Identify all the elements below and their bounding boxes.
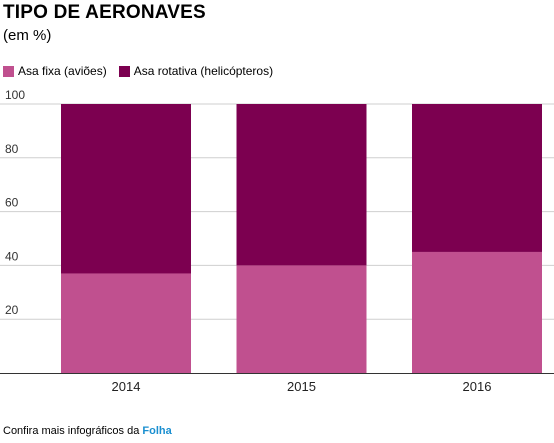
x-tick-label-2016: 2016 — [463, 379, 492, 394]
bar-2016-asa-fixa — [412, 251, 542, 373]
legend: Asa fixa (aviões) Asa rotativa (helicópt… — [3, 64, 273, 78]
legend-item-asa-fixa: Asa fixa (aviões) — [3, 64, 107, 78]
y-tick-label-80: 80 — [5, 142, 19, 156]
chart-title: TIPO DE AERONAVES — [3, 2, 206, 23]
bar-2014-asa-fixa — [61, 273, 191, 373]
footer-brand-link[interactable]: Folha — [142, 425, 172, 437]
bar-2014-asa-rotativa — [61, 104, 191, 274]
x-tick-label-2015: 2015 — [287, 379, 316, 394]
bar-2016-asa-rotativa — [412, 104, 542, 252]
footer-text: Confira mais infográficos da — [3, 425, 143, 437]
y-tick-label-100: 100 — [5, 88, 25, 102]
footer: Confira mais infográficos da Folha — [3, 425, 172, 437]
legend-label-asa-fixa: Asa fixa (aviões) — [18, 64, 107, 78]
legend-swatch-asa-rotativa — [118, 65, 130, 77]
y-tick-label-20: 20 — [5, 303, 19, 317]
y-tick-label-60: 60 — [5, 196, 19, 210]
bar-2015-asa-fixa — [236, 265, 367, 373]
legend-item-asa-rotativa: Asa rotativa (helicópteros) — [118, 64, 274, 78]
x-tick-label-2014: 2014 — [112, 379, 141, 394]
legend-swatch-asa-fixa — [3, 65, 14, 77]
bar-2015-asa-rotativa — [236, 104, 367, 266]
stacked-bar-chart: 100 80 60 40 20 2014 2015 2016 — [0, 88, 554, 394]
chart-subtitle: (em %) — [3, 27, 52, 44]
y-tick-label-40: 40 — [5, 249, 19, 263]
legend-label-asa-rotativa: Asa rotativa (helicópteros) — [133, 64, 274, 78]
